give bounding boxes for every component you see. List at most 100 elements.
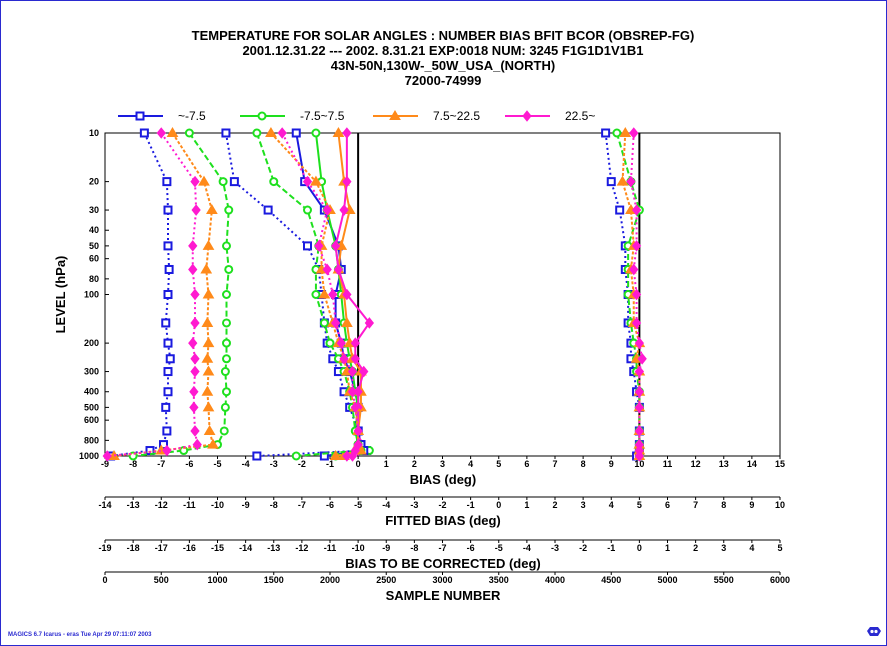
data-point (634, 401, 645, 414)
data-point (219, 426, 229, 436)
x-tick-label: -4 (242, 459, 250, 469)
data-point (189, 401, 199, 414)
x-tick-label: 3 (440, 459, 445, 469)
data-point (201, 352, 214, 363)
series-line-p1-s3 (113, 132, 215, 457)
data-point (350, 401, 360, 414)
x-tick-label: -16 (183, 543, 196, 553)
data-point (163, 338, 173, 348)
series-line-p4-s1 (604, 132, 641, 457)
x-tick-label: 3500 (489, 575, 509, 585)
data-point (218, 177, 228, 187)
data-point (322, 263, 332, 276)
data-point (165, 354, 175, 364)
data-point (626, 175, 636, 188)
x-axis-title-4: SAMPLE NUMBER (386, 588, 501, 603)
data-point (291, 451, 301, 461)
x-tick-label: 4 (609, 500, 614, 510)
data-point (224, 264, 234, 274)
x-tick-label: -9 (101, 459, 109, 469)
x-tick-label: 5 (637, 500, 642, 510)
legend-marker-2 (257, 111, 267, 121)
data-point (347, 385, 358, 398)
chart-title-line-3: 43N-50N,130W-_50W_USA_(NORTH) (331, 58, 555, 73)
data-point (336, 337, 346, 349)
x-tick-label: -10 (352, 543, 365, 553)
data-point (252, 451, 262, 461)
data-point (619, 127, 632, 137)
data-point (342, 450, 352, 462)
data-point (277, 127, 287, 139)
x-tick-label: -12 (155, 500, 168, 510)
data-point (319, 318, 329, 328)
data-point (311, 290, 321, 299)
x-tick-label: -5 (213, 459, 221, 469)
x-tick-label: -8 (129, 459, 137, 469)
x-tick-label: 3000 (432, 575, 452, 585)
x-tick-label: 1 (665, 543, 670, 553)
data-point (222, 354, 231, 364)
x-tick-label: 3 (581, 500, 586, 510)
x-tick-label: -7 (438, 543, 446, 553)
data-point (303, 241, 312, 251)
y-tick-label: 100 (84, 290, 99, 300)
y-tick-label: 50 (89, 241, 99, 251)
data-point (198, 175, 210, 186)
x-tick-label: -1 (326, 459, 334, 469)
legend-marker-1 (135, 111, 145, 121)
x-tick-label: 4 (749, 543, 754, 553)
y-tick-label: 1000 (79, 451, 99, 461)
data-point (108, 450, 120, 460)
data-point (606, 177, 616, 187)
x-tick-label: 0 (356, 459, 361, 469)
data-point (163, 367, 173, 377)
data-point (631, 317, 642, 329)
x-tick-label: 1500 (264, 575, 284, 585)
data-point (263, 205, 273, 215)
x-tick-label: -6 (467, 543, 475, 553)
x-tick-label: -2 (298, 459, 306, 469)
y-tick-label: 800 (84, 435, 99, 445)
data-point (162, 177, 172, 187)
series-line-p2-s4 (334, 133, 371, 457)
data-point (318, 288, 331, 299)
data-point (333, 263, 344, 276)
data-point (229, 177, 239, 187)
x-tick-label: 2500 (376, 575, 396, 585)
data-point (291, 128, 301, 138)
x-tick-label: 8 (581, 459, 586, 469)
x-tick-label: 7 (552, 459, 557, 469)
x-tick-label: -7 (298, 500, 306, 510)
x-tick-label: 2000 (320, 575, 340, 585)
data-point (310, 175, 322, 186)
data-point (311, 128, 321, 138)
legend-label-1: ~-7.5 (178, 109, 206, 123)
data-point (342, 288, 352, 301)
x-tick-label: 9 (609, 459, 614, 469)
data-point (631, 288, 642, 301)
series-line-p1-s2 (133, 132, 230, 457)
data-point (329, 450, 342, 460)
data-point (200, 263, 213, 274)
data-point (163, 205, 173, 215)
chart-title-line-2: 2001.12.31.22 --- 2002. 8.31.21 EXP:0018… (242, 43, 643, 58)
legend-entry-1: ~-7.5 (118, 109, 206, 123)
data-point (202, 401, 215, 412)
data-point (188, 263, 198, 276)
footer-text: MAGICS 6.7 Icarus - eras Tue Apr 29 07:1… (8, 632, 152, 638)
data-point (190, 352, 200, 365)
data-point (364, 317, 375, 329)
series-line-p1-s4 (107, 132, 199, 457)
x-tick-label: 5500 (714, 575, 734, 585)
data-point (332, 127, 345, 137)
data-point (163, 290, 173, 299)
x-tick-label: -9 (382, 543, 390, 553)
data-point (265, 127, 277, 137)
x-tick-label: -11 (183, 500, 196, 510)
data-point (164, 264, 174, 274)
data-point (190, 425, 200, 437)
x-tick-label: 2 (412, 459, 417, 469)
data-point (339, 204, 349, 216)
data-point (222, 290, 231, 299)
data-point (139, 128, 149, 138)
